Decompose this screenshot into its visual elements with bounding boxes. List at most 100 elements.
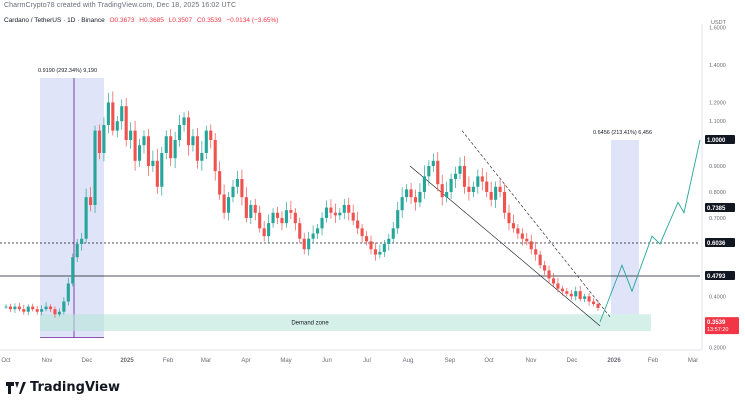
price-badge	[705, 135, 735, 144]
x-tick-label: 2025	[120, 358, 134, 364]
candle	[155, 160, 159, 187]
price-badge	[705, 238, 735, 247]
x-tick-label: Aug	[403, 358, 414, 364]
candle	[378, 251, 382, 255]
candle	[405, 189, 409, 198]
candle	[271, 212, 275, 224]
candle	[298, 223, 302, 239]
ohlc-change: −0.0134 (−3.65%)	[226, 17, 279, 24]
candle	[534, 249, 538, 255]
publish-info: CharmCrypto78 created with TradingView.c…	[4, 2, 237, 9]
candle	[467, 186, 471, 192]
candle	[262, 228, 266, 237]
range-box	[40, 78, 104, 338]
candle	[436, 160, 440, 185]
candle	[222, 194, 226, 213]
candle	[200, 152, 204, 161]
symbol-title[interactable]: Cardano / TetherUS · 1D · Binance	[4, 17, 105, 24]
candle	[209, 130, 213, 140]
candle	[218, 171, 222, 195]
candle	[489, 191, 493, 200]
candle	[133, 130, 137, 161]
candle	[151, 160, 155, 166]
current-price-countdown: 13:57:20	[707, 327, 728, 333]
range-label: 0.9190 (292.34%) 9,190	[38, 68, 97, 74]
candle	[146, 136, 150, 166]
candle	[360, 228, 364, 237]
candle	[422, 176, 426, 192]
symbol-legend: Cardano / TetherUS · 1D · Binance O0.367…	[4, 17, 281, 24]
candle	[494, 186, 498, 200]
candle	[195, 136, 199, 161]
candle	[75, 243, 79, 258]
y-tick-label: 0.2000	[709, 346, 726, 352]
x-tick-label: Feb	[648, 358, 659, 364]
candle	[173, 140, 177, 159]
x-tick-label: Apr	[241, 358, 250, 364]
candle	[556, 283, 560, 289]
x-tick-label: Oct	[1, 358, 11, 364]
y-tick-label: 1.1000	[709, 119, 726, 125]
candle	[587, 296, 591, 302]
candle	[258, 212, 262, 229]
candle	[244, 197, 248, 218]
candle	[204, 130, 208, 153]
x-tick-label: Dec	[567, 358, 578, 364]
candle	[124, 106, 128, 140]
candle	[111, 102, 115, 131]
candle	[8, 306, 13, 310]
candle	[458, 165, 462, 174]
candle	[520, 233, 524, 239]
y-axis-title: USDT	[711, 20, 727, 26]
candle	[17, 306, 21, 310]
x-tick-label: 2026	[607, 358, 621, 364]
candle	[267, 223, 271, 237]
candle	[93, 130, 97, 205]
tradingview-logo-icon	[6, 381, 26, 394]
ohlc-high: H0.3685	[139, 17, 164, 24]
price-badge-label: 1.0000	[707, 138, 726, 144]
demand-zone-label: Demand zone	[291, 321, 329, 327]
current-price-label: 0.3539	[707, 320, 726, 326]
candle	[445, 191, 449, 198]
price-badge-label: 0.4793	[707, 274, 726, 280]
candle	[129, 130, 133, 140]
candle	[71, 257, 75, 284]
ohlc-open: O0.3673	[109, 17, 135, 24]
candle	[284, 210, 288, 224]
candle	[431, 160, 435, 166]
candle	[48, 306, 53, 310]
candle	[396, 210, 400, 229]
candle	[40, 309, 44, 312]
candle	[120, 106, 124, 122]
candle	[102, 124, 106, 153]
candle	[275, 212, 280, 218]
channel-upper-line	[461, 130, 611, 318]
candle	[80, 238, 84, 244]
y-tick-label: 1.6000	[709, 25, 726, 31]
candle	[320, 217, 324, 229]
candle	[551, 278, 556, 284]
candle	[525, 238, 529, 242]
candle	[191, 136, 195, 146]
x-tick-label: Nov	[526, 358, 537, 364]
candle	[347, 204, 351, 213]
x-tick-label: May	[280, 358, 291, 364]
channel-lower-line	[409, 165, 601, 327]
candle	[280, 217, 284, 224]
x-tick-label: Jun	[322, 358, 332, 364]
candle	[373, 249, 378, 255]
candle	[382, 243, 386, 252]
price-badge	[705, 202, 735, 212]
candle	[4, 306, 8, 308]
candle	[560, 288, 564, 292]
x-tick-label: Nov	[42, 358, 53, 364]
candle	[342, 204, 346, 213]
candle	[543, 265, 547, 271]
candle	[26, 306, 30, 312]
candle	[387, 238, 391, 244]
x-tick-label: Dec	[82, 358, 93, 364]
candle	[307, 238, 311, 250]
